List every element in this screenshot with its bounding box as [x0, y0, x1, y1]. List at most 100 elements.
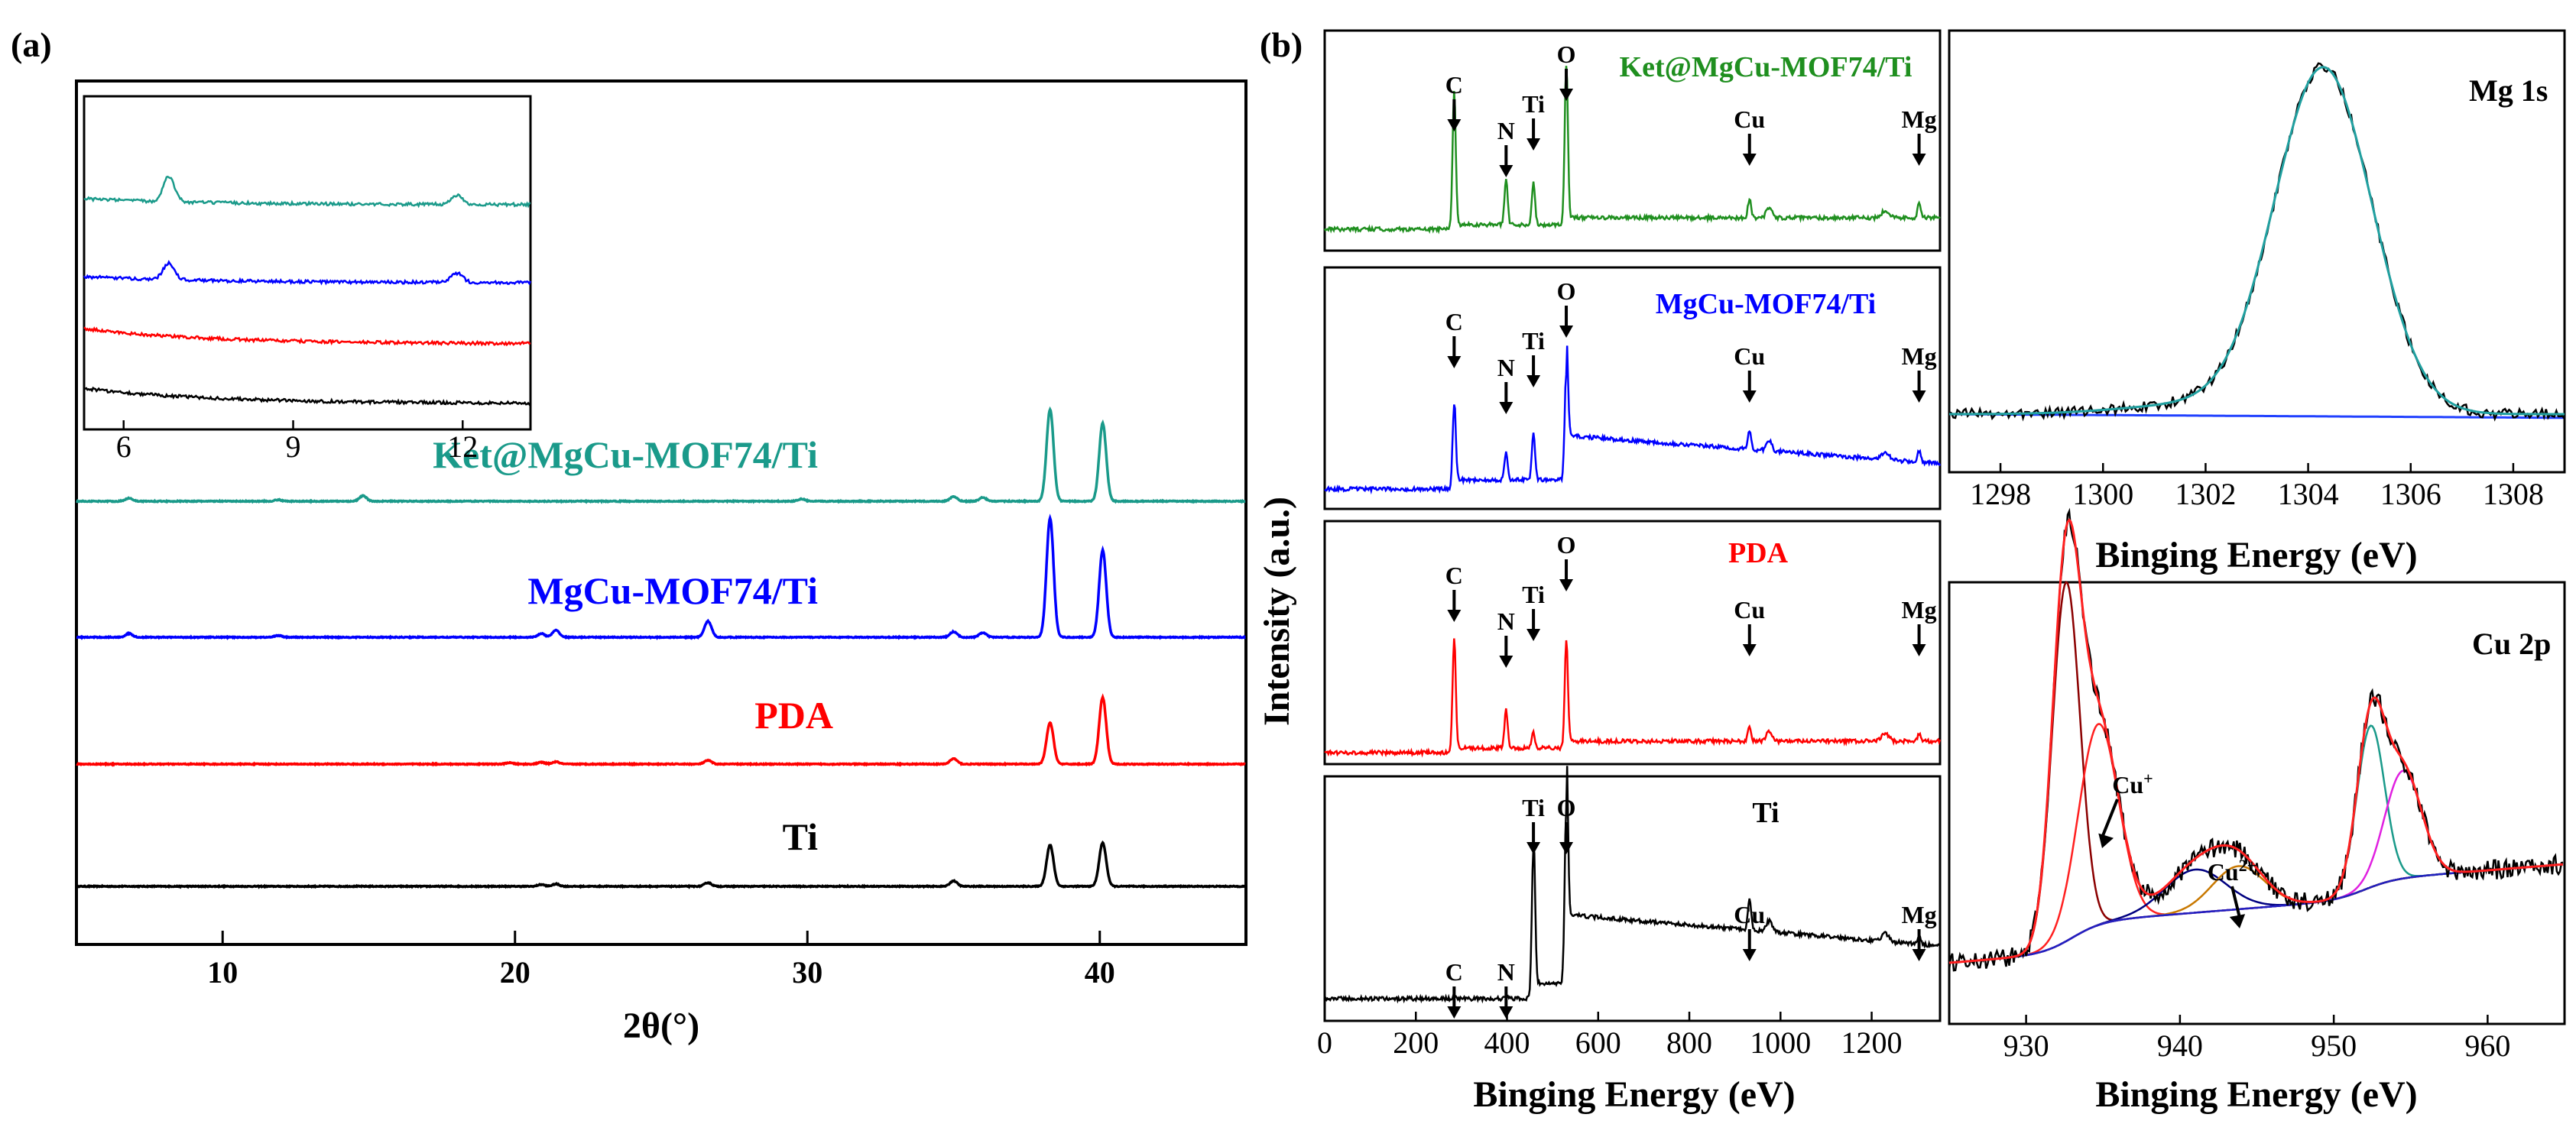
cu2p-xtick-label: 960 [2464, 1028, 2510, 1063]
survey-marker-arrowhead [1499, 656, 1513, 668]
survey-marker-arrowhead [1526, 842, 1541, 854]
survey-marker-arrowhead [1742, 154, 1757, 166]
inset-series-ti [83, 386, 532, 407]
xps-survey-plot: 0 200 400 600 800 1000 1200 Ket@MgCu-MOF74/Ti C N… [1317, 29, 1942, 1060]
mg1s-xtick-label: 1300 [2072, 477, 2133, 511]
survey-marker-arrowhead [1742, 644, 1757, 656]
panel-label-a: (a) [11, 25, 52, 64]
xrd-series-ket-mgcu-mof74-ti [75, 406, 1246, 504]
xrd-xtick-label: 40 [1085, 955, 1115, 990]
survey-marker-n: N [1497, 958, 1515, 986]
survey-marker-cu: Cu [1734, 342, 1765, 370]
survey-series-ti [1324, 766, 1942, 1004]
mg1s-plot: 1298 1300 1302 1304 1306 1308 [1948, 62, 2565, 511]
cu2p-xtick-label: 940 [2157, 1028, 2203, 1063]
survey-marker-arrowhead [1742, 390, 1757, 403]
xrd-series-label-pda: PDA [754, 694, 833, 737]
survey-marker-arrowhead [1912, 949, 1926, 961]
survey-marker-mg: Mg [1901, 342, 1936, 370]
inset-xtick-label: 12 [447, 429, 478, 464]
survey-marker-n: N [1497, 607, 1515, 635]
survey-marker-mg: Mg [1901, 105, 1936, 133]
xrd-inset: 6 9 12 [83, 175, 532, 464]
survey-marker-n: N [1497, 117, 1515, 144]
xrd-xtick-label: 20 [500, 955, 530, 990]
inset-series-ket-mgcu-mof74-ti [83, 175, 531, 209]
cu2p-annotation-arrowhead [2098, 833, 2114, 848]
xrd-series-mgcu-mof74-ti [76, 513, 1246, 640]
survey-marker-arrowhead [1912, 644, 1926, 656]
survey-xtick-label: 1000 [1750, 1025, 1811, 1060]
inset-xtick-label: 9 [286, 429, 301, 464]
survey-marker-arrowhead [1447, 119, 1462, 131]
survey-marker-c: C [1445, 71, 1463, 99]
survey-marker-arrowhead [1559, 326, 1574, 338]
survey-marker-arrowhead [1912, 390, 1926, 403]
survey-xtick-label: 600 [1575, 1025, 1621, 1060]
inset-series-mgcu-mof74-ti [83, 260, 532, 286]
survey-marker-c: C [1445, 958, 1463, 986]
cu2p-xlabel: Binging Energy (eV) [2095, 1074, 2417, 1115]
xrd-plot-frame [75, 79, 1247, 946]
mg1s-xtick-label: 1304 [2278, 477, 2339, 511]
xrd-series-label-ket-mgcu-mof74-ti: Ket@MgCu-MOF74/Ti [433, 433, 818, 476]
survey-marker-cu: Cu [1734, 901, 1765, 928]
cu2p-component-1 [1948, 723, 2564, 964]
survey-marker-ti: Ti [1522, 327, 1545, 355]
survey-panel-frame-mgcu-mof74-ti [1323, 266, 1942, 510]
mg1s-xtick-label: 1308 [2483, 477, 2544, 511]
survey-title-pda: PDA [1728, 537, 1789, 569]
xrd-series-pda [76, 693, 1246, 767]
survey-marker-o: O [1557, 794, 1576, 821]
survey-marker-o: O [1557, 531, 1576, 559]
survey-marker-cu: Cu [1734, 596, 1765, 624]
survey-series-ket-mgcu-mof74-ti [1323, 66, 1941, 235]
mg1s-raw-data [1948, 62, 2565, 422]
survey-panel-frame-pda [1323, 520, 1942, 766]
survey-marker-mg: Mg [1901, 596, 1936, 624]
cu2p-xtick-label: 950 [2311, 1028, 2357, 1063]
survey-panel-frame-ket-mgcu-mof74-ti [1323, 29, 1942, 252]
survey-marker-arrowhead [1742, 949, 1757, 961]
cu2p-component-0 [1948, 580, 2564, 964]
survey-series-mgcu-mof74-ti [1324, 345, 1942, 495]
cu2p-annotation-arrow [2230, 886, 2241, 918]
cu2p-component-4 [1948, 724, 2564, 964]
survey-marker-arrowhead [1499, 402, 1513, 414]
survey-xtick-label: 800 [1666, 1025, 1712, 1060]
survey-xtick-label: 1200 [1841, 1025, 1903, 1060]
survey-marker-arrowhead [1526, 375, 1541, 387]
survey-marker-arrowhead [1559, 579, 1574, 591]
survey-marker-cu: Cu [1734, 105, 1765, 133]
inset-series-pda [83, 326, 531, 347]
mg1s-plot-frame [1948, 29, 2566, 474]
survey-marker-arrowhead [1447, 356, 1462, 368]
survey-marker-n: N [1497, 354, 1515, 381]
survey-title-ket-mgcu-mof74-ti: Ket@MgCu-MOF74/Ti [1620, 51, 1913, 83]
survey-marker-arrowhead [1499, 1006, 1513, 1019]
mg1s-title: Mg 1s [2469, 73, 2548, 108]
survey-marker-o: O [1557, 40, 1576, 68]
mg1s-xtick-label: 1302 [2175, 477, 2236, 511]
cu2p-plot: 930 940 950 960 Cu+ Cu2+ [1948, 507, 2564, 1063]
survey-marker-arrowhead [1526, 629, 1541, 641]
xrd-xtick-label: 30 [792, 955, 822, 990]
survey-marker-ti: Ti [1522, 90, 1545, 118]
xrd-series-ti [75, 840, 1246, 889]
survey-panel-frame-ti [1323, 775, 1942, 1022]
survey-marker-ti: Ti [1522, 794, 1545, 821]
cu2p-annotation-sup: + [2143, 769, 2153, 788]
survey-xtick-label: 200 [1393, 1025, 1439, 1060]
mg1s-xtick-label: 1298 [1970, 477, 2031, 511]
survey-marker-mg: Mg [1901, 901, 1936, 928]
cu2p-title: Cu 2p [2472, 627, 2551, 661]
xrd-series-label-ti: Ti [783, 815, 818, 858]
survey-title-mgcu-mof74-ti: MgCu-MOF74/Ti [1656, 288, 1877, 320]
survey-marker-arrowhead [1559, 842, 1574, 854]
mg1s-xlabel: Binging Energy (eV) [2095, 535, 2417, 575]
xrd-plot: 10 20 30 40 Ti PDA MgCu-MOF74/Ti Ket@MgCu-MOF74… [75, 406, 1246, 990]
survey-marker-arrowhead [1447, 610, 1462, 622]
survey-marker-arrowhead [1526, 138, 1541, 151]
survey-marker-o: O [1557, 277, 1576, 305]
cu2p-annotation-arrowhead [2229, 914, 2246, 928]
